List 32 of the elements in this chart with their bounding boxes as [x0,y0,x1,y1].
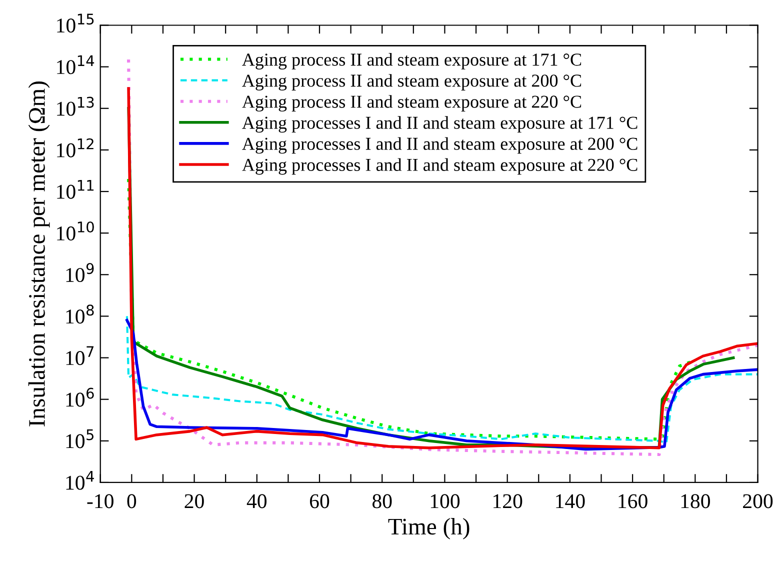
x-tick-label: 20 [184,494,204,508]
legend-label: Aging process II and steam exposure at 171 °C [242,53,582,70]
y-tick-label: 10$^{12}$ [57,138,94,158]
y-tick-label: 10$^{5}$ [66,429,94,448]
x-axis-title: Time (h) [388,518,470,540]
y-tick-label: 10$^{15}$ [57,14,94,33]
y-tick-label: 10$^{13}$ [57,96,94,116]
legend-label: Aging processes I and II and steam exposure at 171 °C [242,116,638,133]
y-tick-label: 10$^{7}$ [66,346,94,366]
y-tick-label: 10$^{10}$ [57,221,94,240]
y-tick-label: 10$^{6}$ [66,388,94,407]
x-tick-label: -10 [87,494,114,508]
legend-label: Aging process II and steam exposure at 220 °C [242,95,582,112]
x-tick-label: 40 [246,494,267,508]
x-tick-label: 180 [681,494,710,508]
y-tick-label: 10$^{14}$ [57,55,94,74]
y-axis-title: Insulation resistance per meter (Ωm) [28,82,50,426]
x-tick-label: 100 [430,494,460,508]
y-tick-label: 10$^{9}$ [66,263,94,282]
x-tick-label: 160 [618,494,648,508]
legend-label: Aging processes I and II and steam exposure at 220 °C [242,158,638,175]
y-tick-label: 10$^{8}$ [66,304,94,324]
x-tick-label: 200 [743,494,773,508]
x-tick-label: 0 [127,494,136,508]
legend-label: Aging processes I and II and steam exposure at 200 °C [242,137,638,154]
x-tick-label: 80 [372,494,392,508]
x-tick-label: 120 [494,494,522,508]
y-tick-label: 10$^{11}$ [57,180,94,199]
x-tick-label: 60 [310,494,330,508]
x-tick-label: 140 [556,494,585,508]
y-tick-label: 10$^{4}$ [66,470,94,490]
legend-label: Aging process II and steam exposure at 200 °C [242,74,582,91]
